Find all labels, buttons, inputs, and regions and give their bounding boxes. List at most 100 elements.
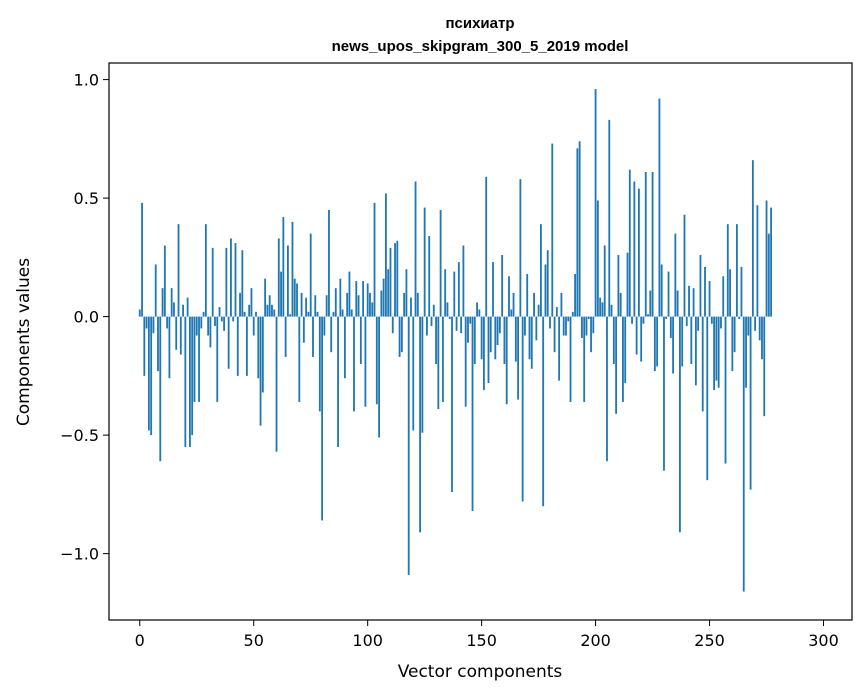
bar xyxy=(328,209,330,317)
bar xyxy=(385,193,387,317)
bar xyxy=(423,207,426,317)
bar xyxy=(168,316,171,379)
bar xyxy=(357,295,360,317)
bar xyxy=(239,292,241,317)
bar xyxy=(528,316,531,360)
bar xyxy=(469,316,472,324)
bar xyxy=(359,316,362,365)
bar xyxy=(296,283,298,317)
bar xyxy=(473,316,476,365)
bar xyxy=(560,292,563,317)
bar xyxy=(225,247,228,317)
bar xyxy=(314,295,317,317)
bar xyxy=(770,207,772,317)
bar-series xyxy=(138,89,772,592)
bar xyxy=(448,316,451,319)
bar xyxy=(234,243,237,317)
bar xyxy=(508,276,510,317)
bar xyxy=(348,271,351,317)
bar xyxy=(512,292,515,317)
bar xyxy=(571,311,574,317)
bar xyxy=(154,264,157,317)
bar xyxy=(143,316,146,376)
bar xyxy=(567,316,570,322)
bar xyxy=(141,202,143,317)
bar xyxy=(157,316,159,372)
bar xyxy=(754,316,757,331)
bar xyxy=(186,297,189,317)
bar xyxy=(403,292,406,317)
bar xyxy=(400,316,403,353)
bar xyxy=(565,316,567,336)
bar xyxy=(182,304,184,317)
bar xyxy=(241,250,244,317)
bar xyxy=(489,316,492,353)
bar xyxy=(763,316,766,417)
bar xyxy=(656,316,659,367)
bar xyxy=(407,316,410,575)
bar xyxy=(439,209,442,317)
bar xyxy=(428,236,431,317)
bar xyxy=(195,316,198,336)
bar xyxy=(524,316,526,336)
bar xyxy=(649,290,652,317)
bar xyxy=(214,316,216,327)
bar xyxy=(733,316,736,353)
bar xyxy=(350,309,353,317)
bar xyxy=(202,311,205,317)
bar xyxy=(387,269,390,317)
bar xyxy=(441,316,444,402)
y-tick-label: 1.0 xyxy=(74,71,99,90)
bar xyxy=(416,292,419,317)
bar xyxy=(526,273,529,317)
bar xyxy=(749,316,752,490)
y-tick-label: −1.0 xyxy=(60,545,99,564)
bar xyxy=(476,302,478,317)
bar xyxy=(715,316,718,381)
bar xyxy=(245,316,248,376)
bar xyxy=(471,316,474,511)
bar xyxy=(163,245,166,317)
bar xyxy=(519,179,522,317)
bar xyxy=(761,316,763,360)
bar xyxy=(669,316,672,338)
bar xyxy=(175,316,178,350)
bar xyxy=(596,200,599,317)
bar xyxy=(765,200,768,317)
bar xyxy=(223,316,225,331)
bar xyxy=(729,269,731,317)
bar xyxy=(694,316,697,386)
bar xyxy=(535,316,538,341)
bar xyxy=(307,311,310,317)
bar xyxy=(590,316,592,353)
bar xyxy=(626,252,629,317)
bar xyxy=(250,288,253,317)
bar xyxy=(462,245,465,317)
bar xyxy=(451,316,453,493)
bar xyxy=(592,316,595,334)
bar xyxy=(610,304,613,317)
bar xyxy=(569,316,572,402)
bar xyxy=(583,316,586,402)
bar xyxy=(464,316,467,407)
bar xyxy=(628,169,631,317)
bar xyxy=(362,281,365,317)
bar xyxy=(430,316,433,327)
bar xyxy=(432,304,435,317)
bar xyxy=(738,316,741,319)
bar xyxy=(622,316,624,402)
bar xyxy=(457,262,460,317)
bar xyxy=(681,316,684,367)
bar xyxy=(405,269,408,317)
x-tick-label: 250 xyxy=(694,631,725,650)
bar xyxy=(660,264,663,317)
plot-frame xyxy=(108,62,853,621)
bar xyxy=(651,172,654,317)
bar xyxy=(291,221,294,317)
bar xyxy=(200,316,203,329)
bar xyxy=(252,316,255,336)
bar xyxy=(259,316,262,426)
bar xyxy=(624,316,627,383)
bar xyxy=(544,264,547,317)
